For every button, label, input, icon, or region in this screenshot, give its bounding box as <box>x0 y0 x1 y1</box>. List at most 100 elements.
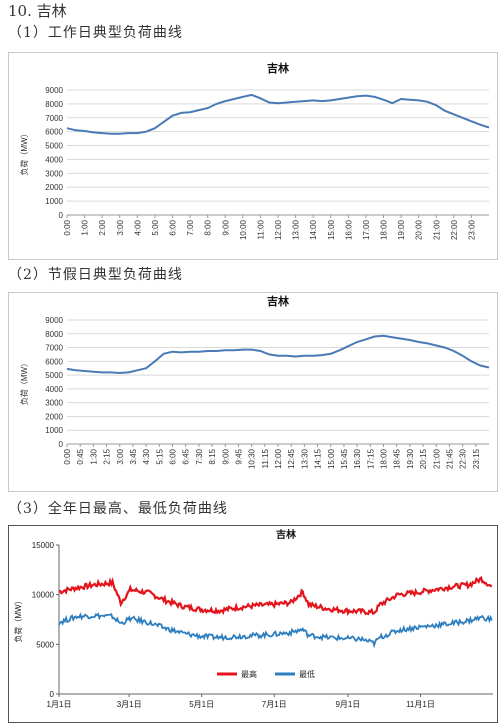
x-tick-label: 15:45 <box>340 448 349 469</box>
subheading-holiday: （2）节假日典型负荷曲线 <box>8 267 183 283</box>
x-tick-label: 23:15 <box>472 448 481 469</box>
x-tick-label: 3:00 <box>116 448 125 464</box>
legend-label: 最高 <box>241 669 257 679</box>
x-tick-label: 2:15 <box>103 448 112 464</box>
x-tick-label: 5月1日 <box>189 700 214 709</box>
y-tick-label: 5000 <box>36 640 54 649</box>
x-tick-label: 18:45 <box>393 448 402 469</box>
x-tick-label: 11:00 <box>256 219 265 239</box>
x-tick-label: 16:30 <box>353 448 362 469</box>
x-tick-label: 22:00 <box>450 219 459 240</box>
holiday-chart-panel: 吉林 0 1000 2000 3000 4000 5000 6000 7000 8000 9000 负… <box>8 292 498 492</box>
holiday-load-chart: 吉林 0 1000 2000 3000 4000 5000 6000 7000 8000 9000 负… <box>19 294 490 469</box>
x-tick-label: 14:15 <box>314 448 323 469</box>
x-tick-label: 9:45 <box>234 448 243 464</box>
y-tick-label: 4000 <box>45 385 63 394</box>
x-tick-label: 21:00 <box>432 219 441 240</box>
series-min-line <box>58 612 493 649</box>
x-tick-label: 2:00 <box>98 219 107 235</box>
x-tick-label: 9月1日 <box>335 700 360 709</box>
load-series-line <box>66 334 490 375</box>
x-tick-label: 6:00 <box>169 219 178 235</box>
y-axis-label: 负荷（MW） <box>13 596 23 642</box>
y-tick-label: 0 <box>59 211 64 220</box>
y-axis-label: 负荷（MW） <box>19 129 29 175</box>
y-tick-label: 6000 <box>45 357 63 366</box>
x-tick-label: 14:00 <box>309 219 318 240</box>
y-tick-label: 6000 <box>45 128 63 137</box>
x-tick-label: 12:00 <box>274 448 283 469</box>
x-tick-label: 13:00 <box>292 219 301 240</box>
x-tick-label: 5:15 <box>155 448 164 464</box>
x-tick-label: 11:15 <box>261 448 270 468</box>
x-tick-label: 0:00 <box>63 448 72 464</box>
x-tick-label: 17:15 <box>366 448 375 469</box>
x-tick-label: 7:30 <box>195 448 204 464</box>
x-tick-label: 21:45 <box>445 448 454 469</box>
x-tick-label: 4:00 <box>133 219 142 235</box>
y-tick-label: 2000 <box>45 183 63 192</box>
y-tick-label: 3000 <box>45 169 63 178</box>
x-tick-label: 7月1日 <box>262 700 287 709</box>
chart-title: 吉林 <box>276 528 297 541</box>
annual-max-min-chart: 吉林 0 5000 10000 15000 负荷（MW） 1月1日 3月1日 5月1日 7月1日 9… <box>13 528 493 709</box>
x-tick-label: 3:45 <box>129 448 138 464</box>
x-tick-label: 7:00 <box>186 219 195 235</box>
x-tick-label: 19:00 <box>397 219 406 240</box>
x-tick-label: 15:00 <box>327 448 336 469</box>
y-tick-label: 1000 <box>45 197 63 206</box>
workday-load-chart: 吉林 0 1000 2000 3000 4000 5000 6000 7000 8000 9000 负… <box>19 61 490 240</box>
x-tick-label: 17:00 <box>362 219 371 240</box>
x-tick-label: 10:00 <box>239 219 248 240</box>
x-tick-label: 1:30 <box>89 448 98 464</box>
y-tick-label: 5000 <box>45 371 63 380</box>
x-tick-label: 18:00 <box>380 448 389 469</box>
chart-title: 吉林 <box>267 61 289 75</box>
x-tick-label: 21:00 <box>432 448 441 469</box>
y-tick-label: 7000 <box>45 114 63 123</box>
x-tick-label: 6:45 <box>182 448 191 464</box>
section-heading: 10. 吉林 <box>8 2 67 20</box>
y-tick-label: 9000 <box>45 316 63 325</box>
y-axis-label: 负荷（MW） <box>19 359 29 405</box>
x-tick-label: 9:00 <box>221 448 230 464</box>
y-tick-label: 0 <box>59 440 64 449</box>
x-tick-label: 3月1日 <box>117 700 142 709</box>
y-tick-label: 2000 <box>45 412 63 421</box>
legend-label: 最低 <box>299 669 315 679</box>
x-tick-label: 5:00 <box>151 219 160 235</box>
y-tick-label: 0 <box>50 690 55 699</box>
x-tick-label: 1:00 <box>81 219 90 235</box>
subheading-workday: （1）工作日典型负荷曲线 <box>8 25 183 41</box>
x-tick-label: 8:15 <box>208 448 217 464</box>
x-tick-label: 19:30 <box>406 448 415 469</box>
load-series-line <box>66 93 490 135</box>
series-max-line <box>58 575 493 617</box>
x-tick-label: 12:45 <box>287 448 296 469</box>
x-tick-label: 22:30 <box>459 448 468 469</box>
y-tick-label: 3000 <box>45 399 63 408</box>
y-tick-label: 15000 <box>32 541 55 550</box>
x-tick-label: 13:30 <box>300 448 309 469</box>
y-tick-label: 5000 <box>45 142 63 151</box>
y-tick-label: 9000 <box>45 86 63 95</box>
x-tick-label: 9:00 <box>221 219 230 235</box>
x-tick-label: 10:30 <box>248 448 257 469</box>
x-tick-label: 1月1日 <box>47 700 72 709</box>
x-tick-label: 3:00 <box>116 219 125 235</box>
annual-chart-panel: 吉林 0 5000 10000 15000 负荷（MW） 1月1日 3月1日 5月1日 7月1日 9… <box>8 525 498 723</box>
y-tick-label: 8000 <box>45 330 63 339</box>
x-tick-label: 0:45 <box>76 448 85 464</box>
y-tick-label: 7000 <box>45 344 63 353</box>
x-tick-label: 20:00 <box>415 219 424 240</box>
y-tick-label: 10000 <box>32 591 55 600</box>
x-tick-label: 8:00 <box>204 219 213 235</box>
x-tick-label: 0:00 <box>63 219 72 235</box>
x-tick-label: 16:00 <box>344 219 353 240</box>
x-tick-label: 12:00 <box>274 219 283 240</box>
x-tick-label: 15:00 <box>327 219 336 240</box>
x-tick-label: 4:30 <box>142 448 151 464</box>
y-tick-label: 1000 <box>45 426 63 435</box>
x-tick-label: 18:00 <box>380 219 389 240</box>
subheading-annual: （3）全年日最高、最低负荷曲线 <box>8 501 228 517</box>
